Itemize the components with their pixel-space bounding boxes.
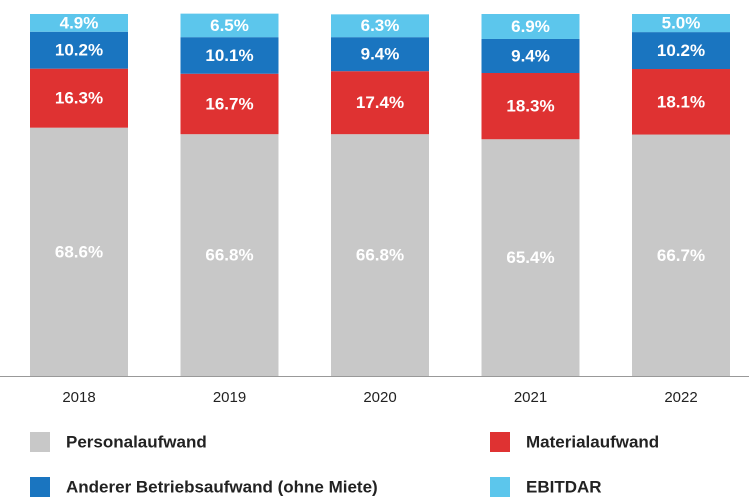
bar-segment: [481, 38, 580, 74]
legend-label: Anderer Betriebsaufwand (ohne Miete): [66, 477, 378, 496]
value-label: 6.3%: [361, 16, 400, 35]
x-tick-label: 2019: [213, 389, 246, 406]
bar-segment: [331, 134, 429, 376]
bar-segment: [30, 127, 128, 376]
bar-segment: [30, 14, 128, 32]
bar-segment: [180, 73, 279, 135]
bar-segment: [481, 14, 580, 39]
bar-segment: [632, 14, 730, 33]
legend-swatch: [30, 432, 50, 452]
value-label: 10.1%: [205, 46, 253, 65]
value-label: 18.3%: [506, 97, 554, 116]
legend-label: Materialaufwand: [526, 432, 659, 451]
bar-segment: [30, 31, 128, 69]
value-label: 66.8%: [356, 246, 404, 265]
bar-segment: [331, 71, 429, 135]
value-label: 68.6%: [55, 242, 103, 261]
value-label: 10.2%: [55, 41, 103, 60]
x-tick-label: 2021: [514, 389, 547, 406]
value-label: 6.9%: [511, 17, 550, 36]
bar-segment: [481, 139, 580, 376]
value-label: 66.7%: [657, 246, 705, 265]
x-tick-label: 2020: [363, 389, 396, 406]
x-tick-label: 2022: [664, 389, 697, 406]
value-label: 9.4%: [361, 45, 400, 64]
bar-segment: [180, 134, 279, 376]
legend-swatch: [490, 432, 510, 452]
bar-segment: [632, 69, 730, 135]
x-tick-label: 2018: [62, 389, 95, 406]
bar-segment: [30, 68, 128, 128]
value-label: 5.0%: [662, 14, 701, 33]
bar-segment: [632, 32, 730, 70]
legend-swatch: [490, 477, 510, 497]
legend-label: EBITDAR: [526, 477, 602, 496]
value-label: 16.3%: [55, 89, 103, 108]
bar-segment: [632, 134, 730, 376]
bar-segment: [180, 37, 279, 74]
value-label: 4.9%: [60, 13, 99, 32]
bar-segment: [331, 14, 429, 38]
bar-segment: [331, 37, 429, 72]
bar-segment: [481, 73, 580, 140]
value-label: 6.5%: [210, 16, 249, 35]
bar-segment: [180, 13, 279, 38]
value-label: 10.2%: [657, 41, 705, 60]
value-label: 65.4%: [506, 248, 554, 267]
value-label: 18.1%: [657, 92, 705, 111]
value-label: 9.4%: [511, 46, 550, 65]
value-label: 66.8%: [205, 246, 253, 265]
value-label: 16.7%: [205, 94, 253, 113]
legend-swatch: [30, 477, 50, 497]
legend-label: Personalaufwand: [66, 432, 207, 451]
value-label: 17.4%: [356, 93, 404, 112]
